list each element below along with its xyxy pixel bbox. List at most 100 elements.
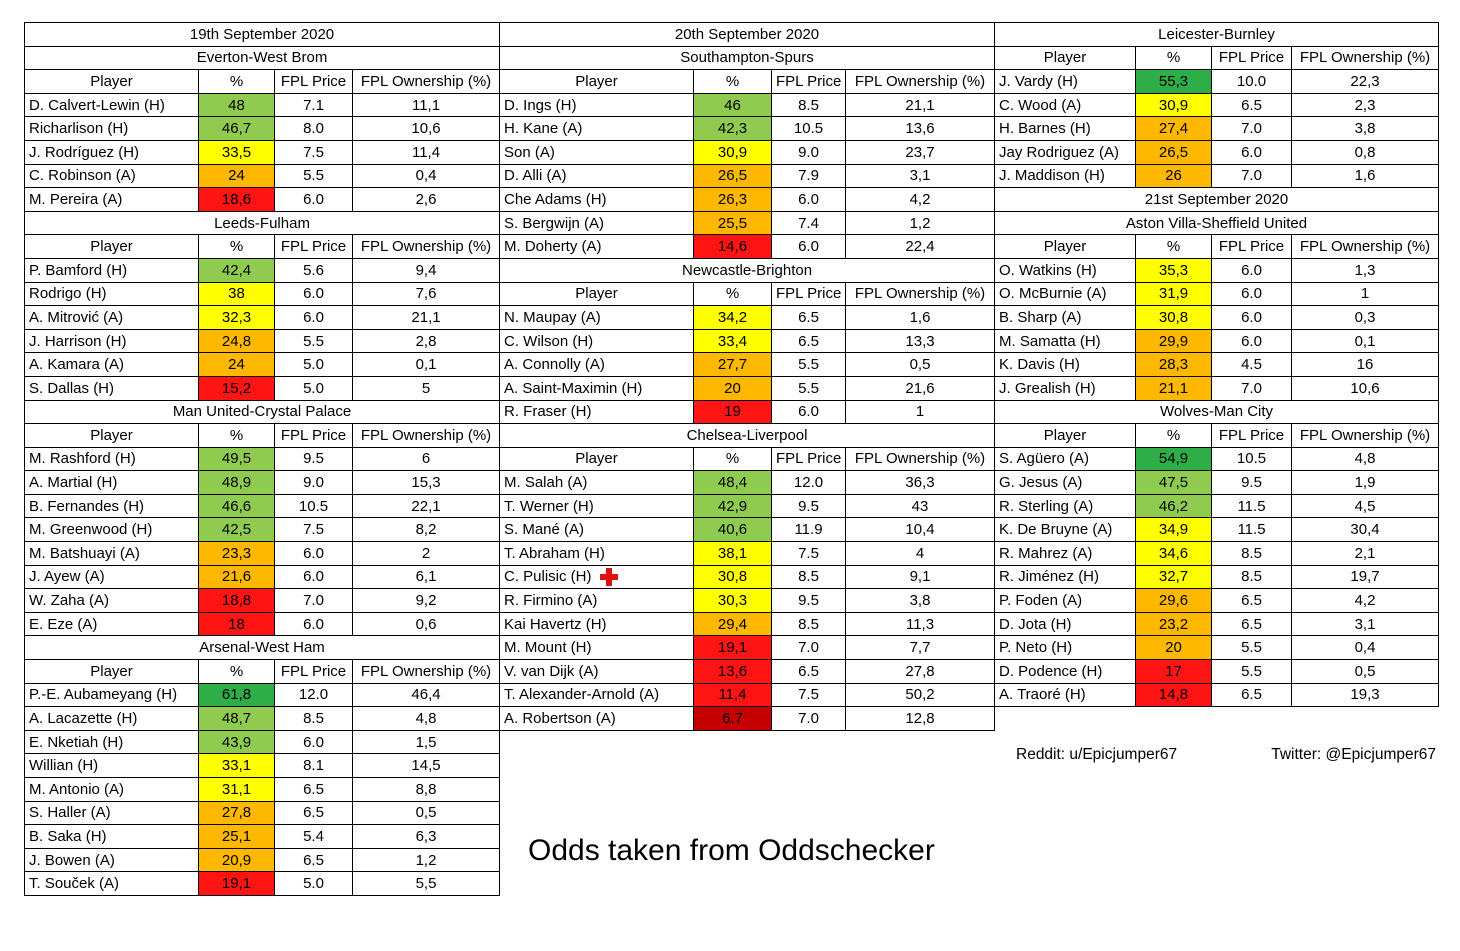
header-row: Player% FPL Price FPL Ownership (%) [24,69,501,94]
percent-cell: 26 [1135,163,1212,189]
percent-header: % [1135,45,1212,71]
ownership-cell: 10,4 [844,517,996,543]
ownership-cell: 22,4 [844,234,996,259]
ownership-cell: 0,1 [1290,328,1440,354]
ownership-cell: 7,7 [844,635,996,661]
player-row: P. Foden (A) 29,6 6.5 4,2 [994,588,1440,613]
column-leicester-wolves: Leicester-Burnley Player% FPL Price FPL Own… [993,22,1440,708]
player-row: A. Saint-Maximin (H) 20 5.5 21,6 [499,375,996,401]
percent-cell: 42,4 [198,257,275,283]
player-name: J. Rodríguez (H) [29,143,140,161]
player-row: O. Watkins (H) 35,3 6.0 1,3 [994,257,1440,283]
price-cell: 7.0 [1211,375,1292,401]
player-row: Richarlison (H) 46,7 8.0 10,6 [24,116,501,141]
price-cell: 11.5 [1211,517,1292,543]
player-row: A. Martial (H) 48,9 9.0 15,3 [24,470,501,495]
player-row: H. Barnes (H) 27,4 7.0 3,8 [994,116,1440,141]
player-cell: B. Fernandes (H) [24,493,199,519]
ownership-header: FPL Ownership (%) [844,69,996,94]
player-name: S. Agüero (A) [999,450,1090,468]
player-row: D. Calvert-Lewin (H) 48 7.1 11,1 [24,92,501,118]
percent-cell: 13,6 [693,659,772,684]
percent-cell: 21,1 [1135,375,1212,401]
player-row: Kai Havertz (H) 29,4 8.5 11,3 [499,611,996,637]
percent-cell: 18,8 [198,588,275,613]
percent-cell: 30,8 [1135,305,1212,330]
player-header: Player [994,45,1136,71]
player-row: R. Sterling (A) 46,2 11.5 4,5 [994,493,1440,519]
price-cell: 6.0 [274,187,353,212]
player-row: M. Batshuayi (A) 23,3 6.0 2 [24,541,501,566]
player-name: D. Podence (H) [999,662,1103,680]
player-name: J. Harrison (H) [29,332,127,350]
player-cell: Son (A) [499,139,694,165]
ownership-cell: 8,8 [351,777,501,802]
player-cell: S. Mané (A) [499,517,694,543]
percent-cell: 30,9 [1135,92,1212,118]
ownership-cell: 36,3 [844,470,996,495]
player-row: E. Eze (A) 18 6.0 0,6 [24,611,501,637]
price-cell: 5.0 [274,375,353,401]
price-cell: 8.5 [274,706,353,731]
player-cell: G. Jesus (A) [994,470,1136,495]
ownership-cell: 14,5 [351,753,501,778]
player-name: J. Maddison (H) [999,167,1105,185]
ownership-cell: 22,3 [1290,69,1440,94]
percent-header: % [1135,234,1212,259]
price-cell: 6.0 [771,399,846,425]
ownership-header: FPL Ownership (%) [844,446,996,472]
price-cell: 6.5 [771,328,846,354]
player-row: M. Greenwood (H) 42,5 7.5 8,2 [24,517,501,543]
player-row: M. Doherty (A) 14,6 6.0 22,4 [499,234,996,259]
percent-cell: 31,1 [198,777,275,802]
percent-header: % [198,234,275,259]
ownership-cell: 10,6 [351,116,501,141]
player-name: Che Adams (H) [504,190,607,208]
player-name: S. Dallas (H) [29,379,115,397]
header-row: Player% FPL Price FPL Ownership (%) [994,234,1440,259]
price-cell: 8.0 [274,116,353,141]
player-row: E. Nketiah (H) 43,9 6.0 1,5 [24,729,501,755]
percent-cell: 29,6 [1135,588,1212,613]
player-name: R. Firmino (A) [504,592,598,610]
player-row: A. Connolly (A) 27,7 5.5 0,5 [499,352,996,377]
player-row: A. Lacazette (H) 48,7 8.5 4,8 [24,706,501,731]
ownership-cell: 2,1 [1290,541,1440,566]
player-row: A. Kamara (A) 24 5.0 0,1 [24,352,501,377]
player-row: D. Podence (H) 17 5.5 0,5 [994,659,1440,684]
price-cell: 6.0 [771,234,846,259]
player-name: M. Greenwood (H) [29,521,153,539]
player-row: P. Neto (H) 20 5.5 0,4 [994,635,1440,661]
price-cell: 6.5 [274,800,353,826]
player-row: Che Adams (H) 26,3 6.0 4,2 [499,187,996,212]
header-row: Player% FPL Price FPL Ownership (%) [24,423,501,448]
player-row: N. Maupay (A) 34,2 6.5 1,6 [499,305,996,330]
player-cell: M. Rashford (H) [24,446,199,472]
price-cell: 6.0 [1211,257,1292,283]
ownership-cell: 0,5 [351,800,501,826]
header-row: Player% FPL Price FPL Ownership (%) [994,423,1440,448]
player-row: B. Fernandes (H) 46,6 10.5 22,1 [24,493,501,519]
player-name: K. De Bruyne (A) [999,521,1113,539]
player-name: H. Barnes (H) [999,120,1091,138]
ownership-cell: 2,8 [351,328,501,354]
player-row: J. Bowen (A) 20,9 6.5 1,2 [24,847,501,873]
player-cell: J. Maddison (H) [994,163,1136,189]
player-row: B. Saka (H) 25,1 5.4 6,3 [24,824,501,849]
price-cell: 9.0 [274,470,353,495]
player-row: T. Souček (A) 19,1 5.0 5,5 [24,871,501,896]
player-row: Rodrigo (H) 38 6.0 7,6 [24,281,501,307]
match-row: Arsenal-West Ham [23,635,501,661]
player-name: B. Sharp (A) [999,308,1082,326]
percent-cell: 46,6 [198,493,275,519]
player-name: P. Neto (H) [999,639,1073,657]
player-cell: K. Davis (H) [994,352,1136,377]
match-row: Leicester-Burnley [993,22,1440,47]
player-row: A. Traoré (H) 14,8 6.5 19,3 [994,682,1440,708]
player-cell: Che Adams (H) [499,187,694,212]
match-row: Leeds-Fulham [23,210,501,236]
price-cell: 6.5 [771,305,846,330]
player-row: J. Rodríguez (H) 33,5 7.5 11,4 [24,139,501,165]
ownership-cell: 0,8 [1290,139,1440,165]
ownership-header: FPL Ownership (%) [351,69,501,94]
